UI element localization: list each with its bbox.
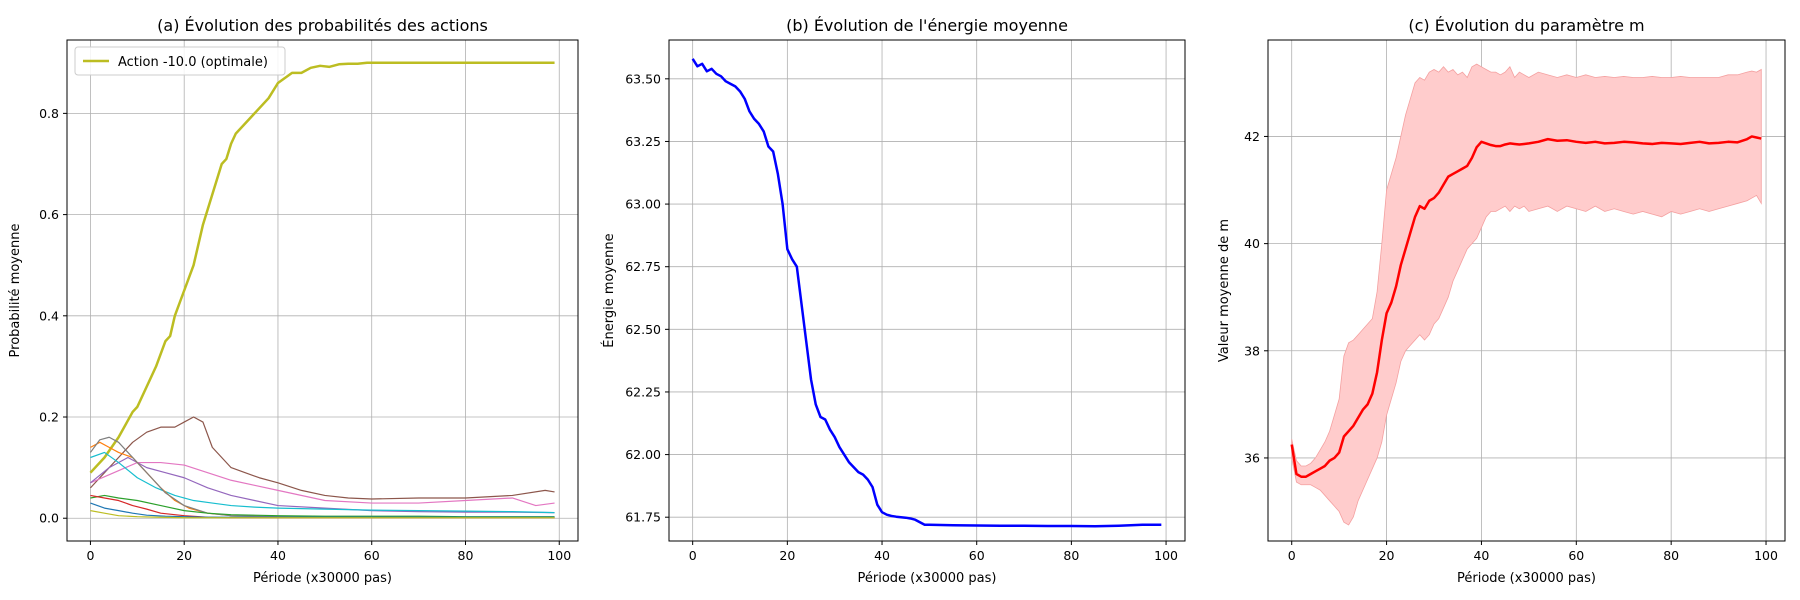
y-tick-label: 63.25	[625, 134, 661, 149]
series-line-1	[89, 61, 555, 474]
chart-panel-3: 0 20 40 60 80 100 36 38 40 42 (c) Évolution du par…	[1217, 16, 1786, 586]
x-tick-label: 100	[1754, 548, 1778, 563]
plot-data	[691, 58, 1162, 528]
plot-data	[1290, 63, 1762, 526]
series-line-2	[89, 416, 555, 500]
axes-frame	[1267, 39, 1786, 542]
y-axis-label: Valeur moyenne de m	[1217, 219, 1232, 362]
y-tick-label: 63.50	[625, 71, 661, 86]
x-tick-label: 80	[458, 548, 474, 563]
y-axis-label: Énergie moyenne	[601, 233, 617, 347]
y-tick-label: 62.50	[625, 322, 661, 337]
chart-title: (c) Évolution du paramètre m	[1408, 16, 1644, 35]
series-line-1	[1290, 135, 1762, 478]
y-tick-label: 0.4	[39, 308, 59, 323]
series-line-1	[691, 58, 1162, 528]
x-tick-label: 60	[364, 548, 380, 563]
x-tick-label: 0	[689, 548, 697, 563]
y-tick-label: 62.25	[625, 384, 661, 399]
x-axis-label: Période (x30000 pas)	[253, 571, 392, 586]
x-tick-label: 0	[86, 548, 94, 563]
series-line-6	[90, 441, 555, 519]
series-line-11	[90, 510, 555, 519]
y-axis-label: Probabilité moyenne	[8, 224, 23, 358]
y-tick-label: 0.6	[39, 207, 59, 222]
y-tick-label: 0.2	[39, 410, 59, 425]
chart-panel-2: 0 20 40 60 80 100 61.75 62.00 62.25 62.50 62.75 63.…	[601, 16, 1186, 586]
grid-lines	[67, 40, 578, 541]
plot-data	[89, 61, 555, 519]
legend-box	[74, 46, 286, 76]
y-tick-label: 40	[1244, 236, 1260, 251]
x-tick-label: 60	[969, 548, 985, 563]
x-tick-label: 40	[270, 548, 286, 563]
y-tick-label: 61.75	[625, 510, 661, 525]
x-tick-label: 20	[176, 548, 192, 563]
y-tick-label: 0.8	[39, 106, 59, 121]
grid-lines	[669, 40, 1185, 541]
x-axis-label: Période (x30000 pas)	[1457, 571, 1596, 586]
y-tick-label: 36	[1244, 450, 1260, 465]
y-tick-label: 63.00	[625, 197, 661, 212]
x-tick-label: 0	[1288, 548, 1296, 563]
x-tick-label: 60	[1568, 548, 1584, 563]
chart-title: (a) Évolution des probabilités des actio…	[157, 16, 488, 35]
x-tick-label: 80	[1663, 548, 1679, 563]
chart-title: (b) Évolution de l'énergie moyenne	[786, 16, 1068, 35]
x-tick-label: 20	[1379, 548, 1395, 563]
confidence-band	[1291, 63, 1762, 526]
x-axis-label: Période (x30000 pas)	[858, 571, 997, 586]
series-line-9	[90, 494, 555, 519]
legend: Action -10.0 (optimale)	[74, 46, 286, 76]
x-tick-label: 80	[1063, 548, 1079, 563]
y-tick-label: 62.75	[625, 259, 661, 274]
y-tick-label: 42	[1244, 129, 1260, 144]
x-tick-label: 40	[874, 548, 890, 563]
y-tick-label: 62.00	[625, 447, 661, 462]
axes-frame	[66, 39, 579, 542]
chart-panel-1: 0 20 40 60 80 100 0.0 0.2 0.4 0.6 0.8 (a) Évolution…	[8, 16, 579, 586]
series-line-5	[90, 451, 555, 514]
legend-label: Action -10.0 (optimale)	[118, 55, 268, 70]
x-tick-label: 20	[779, 548, 795, 563]
series-line-3	[90, 461, 555, 507]
y-tick-label: 0.0	[39, 511, 59, 526]
x-tick-label: 100	[1154, 548, 1178, 563]
x-tick-label: 40	[1473, 548, 1489, 563]
series-line-8	[90, 494, 555, 518]
y-tick-label: 38	[1244, 343, 1260, 358]
axes-frame	[668, 39, 1186, 542]
x-tick-label: 100	[547, 548, 571, 563]
series-line-4	[90, 456, 555, 514]
